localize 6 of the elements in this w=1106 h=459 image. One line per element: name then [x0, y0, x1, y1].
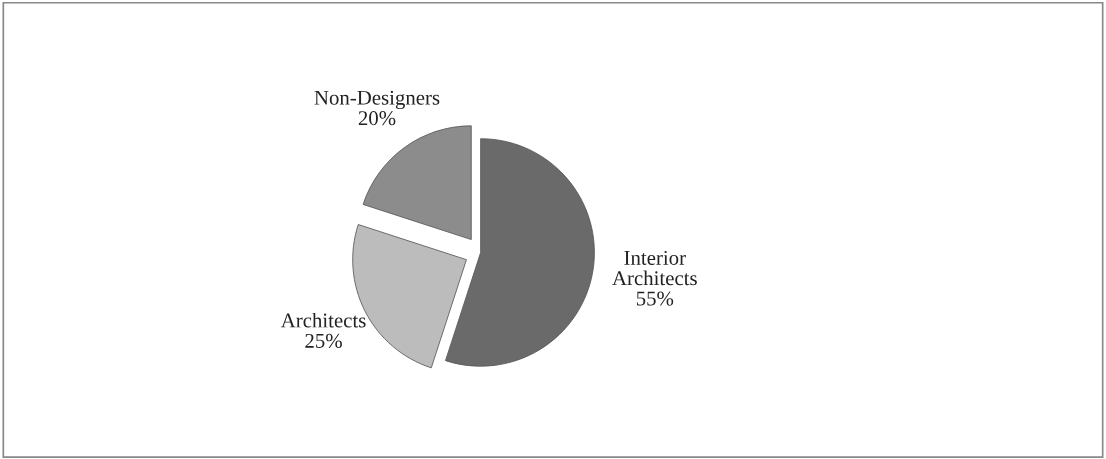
slice-label: Non-Designers [314, 90, 440, 110]
data-label: 20% [358, 111, 396, 126]
slice-label: Interior Architects [612, 250, 697, 286]
data-label: 55% [636, 291, 674, 306]
data-label: 25% [305, 333, 342, 348]
slice-label: Architects [280, 312, 366, 328]
